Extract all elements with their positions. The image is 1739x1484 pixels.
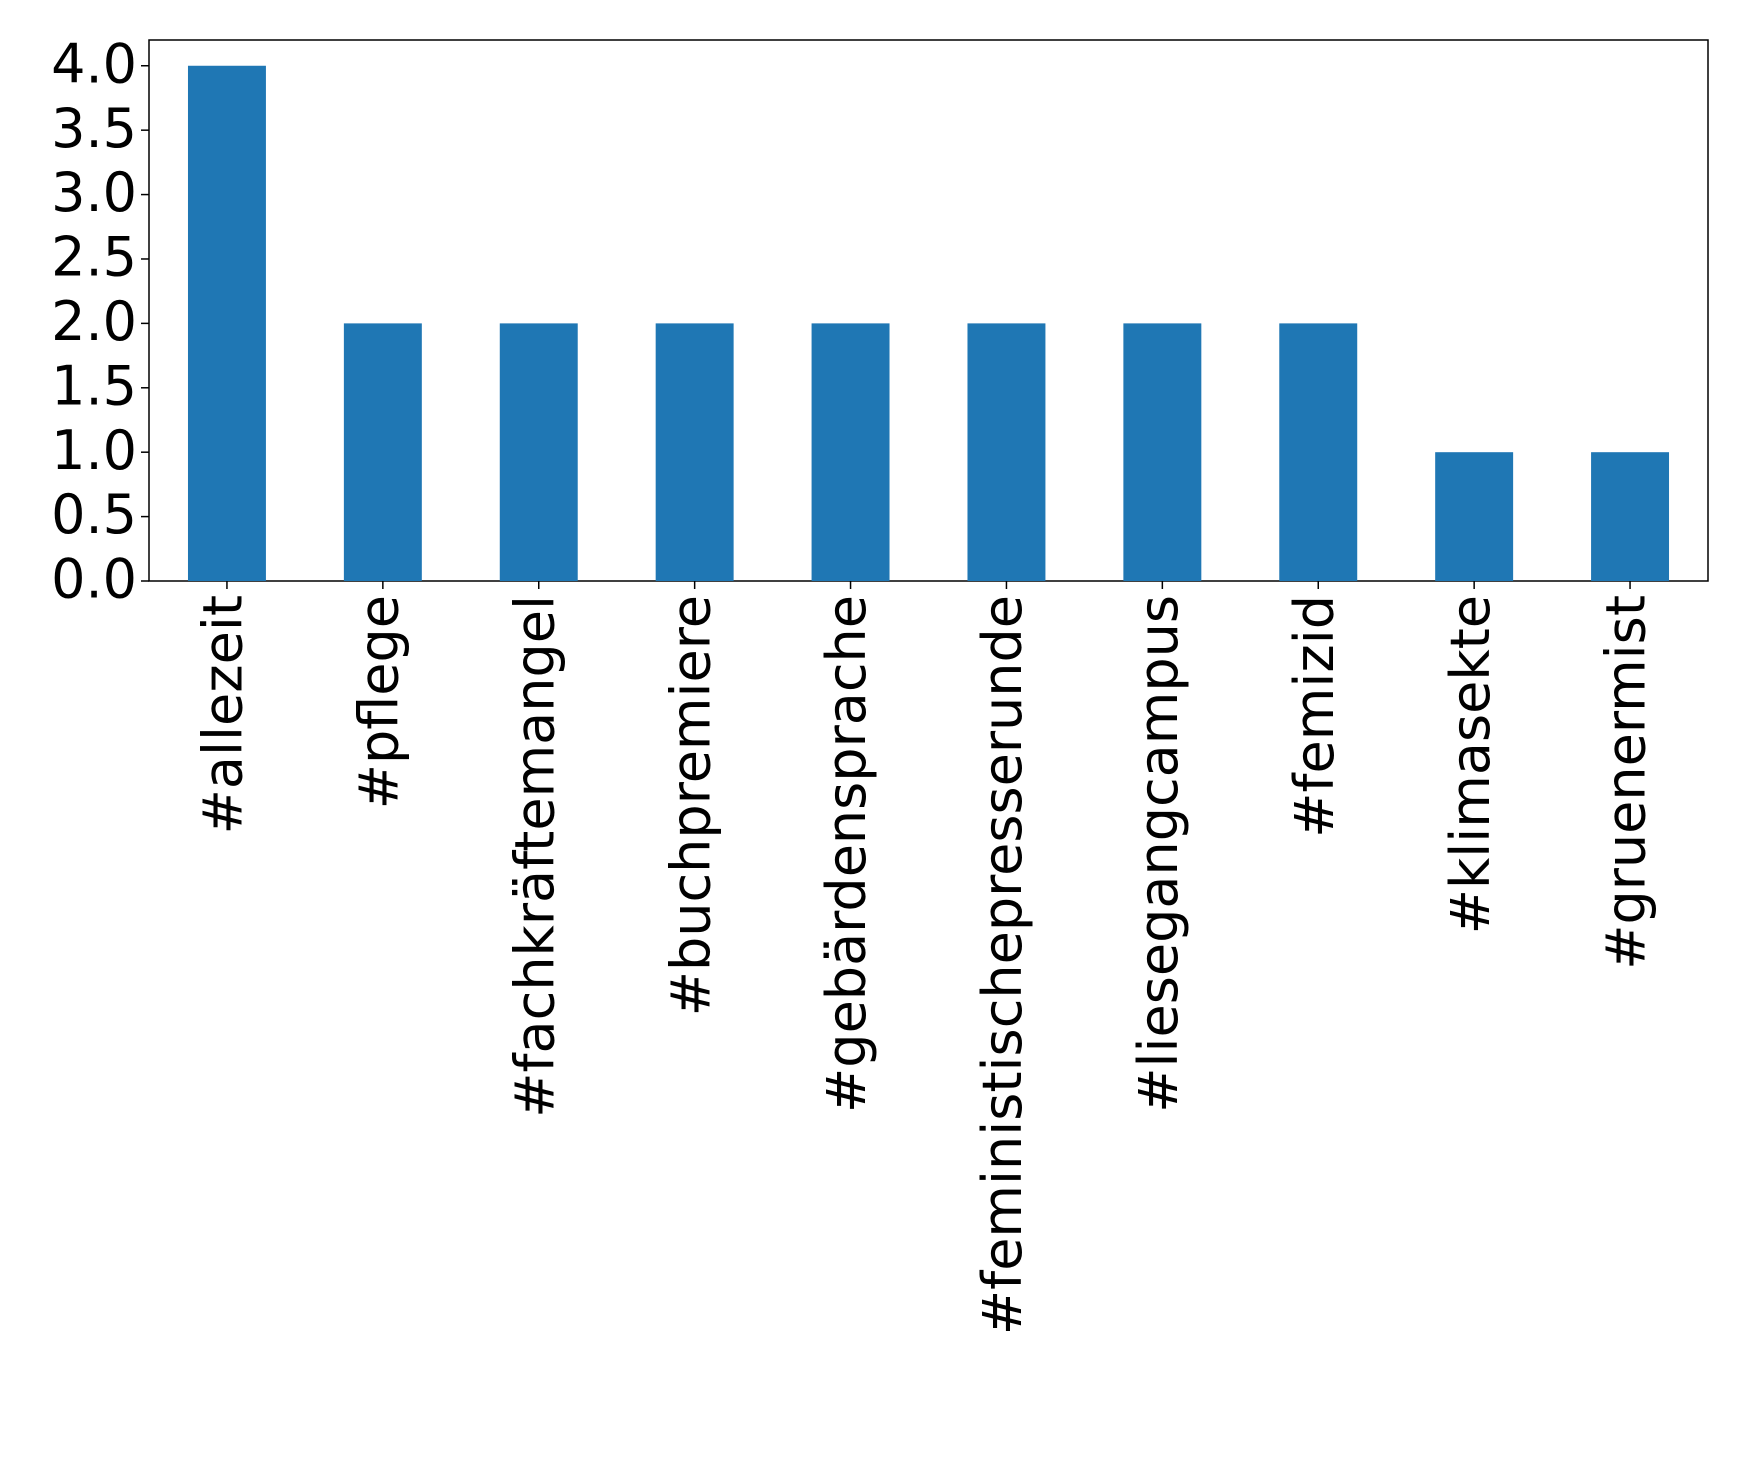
y-tick-label: 0.5 bbox=[51, 483, 137, 546]
bar bbox=[1591, 452, 1670, 581]
bar bbox=[1435, 452, 1514, 581]
x-tick-label: #gruenermist bbox=[1595, 595, 1658, 970]
y-tick-label: 4.0 bbox=[51, 32, 137, 95]
bar bbox=[811, 323, 890, 581]
plot-frame bbox=[148, 39, 1709, 582]
y-tick-label: 3.0 bbox=[51, 161, 137, 224]
y-tick-label: 2.5 bbox=[51, 226, 137, 289]
x-tick-label: #feministischepresserunde bbox=[971, 595, 1034, 1335]
bar bbox=[1279, 323, 1358, 581]
y-tick-label: 1.5 bbox=[51, 354, 137, 417]
bar bbox=[967, 323, 1046, 581]
bar bbox=[499, 323, 578, 581]
bar bbox=[187, 65, 266, 581]
x-tick-label: #pflege bbox=[347, 595, 410, 809]
bar bbox=[655, 323, 734, 581]
x-tick-label: #gebärdensprache bbox=[815, 595, 878, 1113]
x-tick-label: #femizid bbox=[1283, 595, 1346, 838]
bar bbox=[1123, 323, 1202, 581]
y-tick-label: 3.5 bbox=[51, 97, 137, 160]
y-tick-label: 1.0 bbox=[51, 419, 137, 482]
y-tick-label: 2.0 bbox=[51, 290, 137, 353]
x-tick-label: #liesegangcampus bbox=[1127, 595, 1190, 1113]
y-tick-label: 0.0 bbox=[51, 548, 137, 611]
x-tick-label: #fachkräftemangel bbox=[503, 595, 566, 1118]
x-tick-label: #allezeit bbox=[192, 595, 255, 834]
x-tick-label: #buchpremiere bbox=[659, 595, 722, 1016]
bar bbox=[343, 323, 422, 581]
x-tick-label: #klimasekte bbox=[1439, 595, 1502, 934]
